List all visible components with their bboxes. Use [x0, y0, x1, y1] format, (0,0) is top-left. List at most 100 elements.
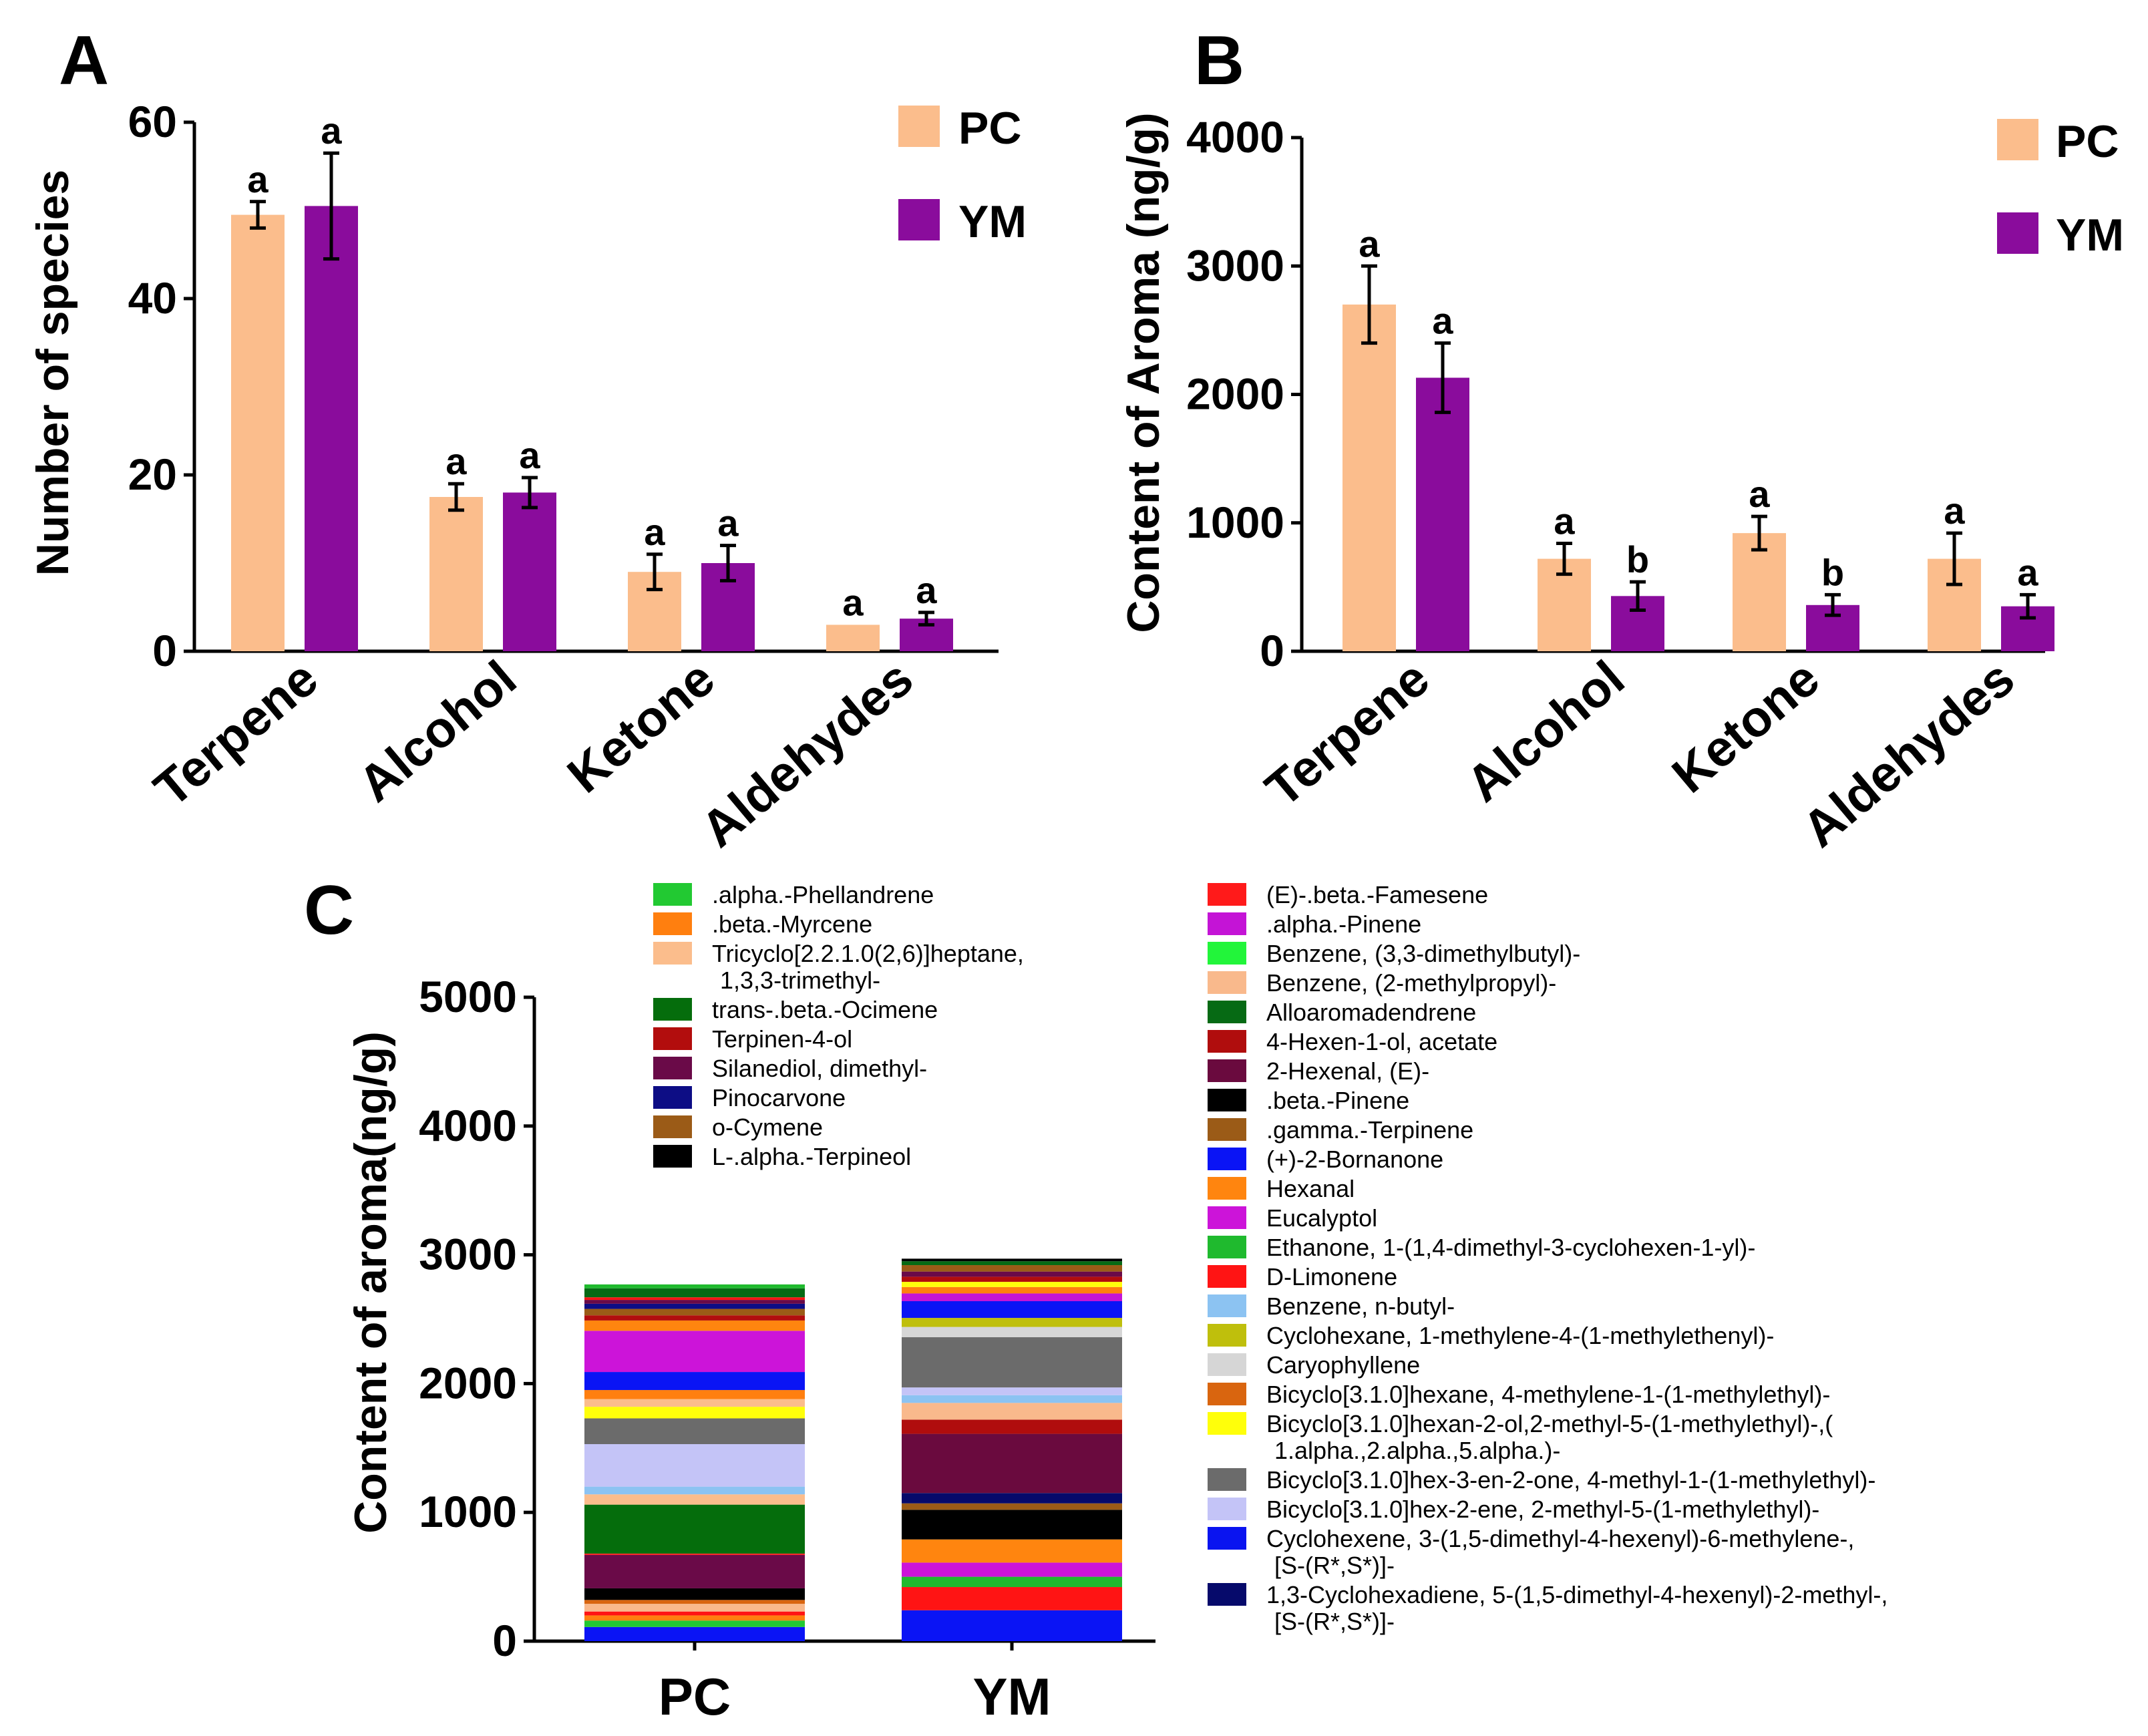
panel-c-legend-swatch	[1208, 1118, 1246, 1141]
panel-c-stack-segment-ym	[902, 1493, 1122, 1504]
panel-c-legend-label: Eucalyptol	[1266, 1204, 1377, 1232]
panel-a-y-tick-label: 40	[128, 273, 177, 323]
panel-c-stack-segment-ym	[902, 1327, 1122, 1337]
panel-b-y-tick-label: 3000	[1186, 240, 1284, 290]
panel-a-y-tick-label: 20	[128, 450, 177, 499]
panel-c-legend-label: Terpinen-4-ol	[712, 1025, 852, 1053]
panel-c-stack-segment-pc	[584, 1600, 805, 1604]
panel-c-stack-segment-ym	[902, 1337, 1122, 1388]
panel-c-legend-swatch	[1208, 1059, 1246, 1082]
panel-a-bar-ym-alcohol	[503, 492, 556, 651]
panel-c-stack-segment-ym	[902, 1261, 1122, 1266]
panel-c-stack-segment-pc	[584, 1620, 805, 1627]
panel-c-stack-segment-pc	[584, 1288, 805, 1298]
panel-c-stack-segment-pc	[584, 1553, 805, 1555]
panel-b-legend-label-ym: YM	[2056, 210, 2124, 261]
panel-c-stack-segment-pc	[584, 1494, 805, 1505]
panel-c-legend-swatch	[1208, 1383, 1246, 1405]
panel-c-legend-label: 2-Hexenal, (E)-	[1266, 1057, 1429, 1085]
panel-c-stack-segment-ym	[902, 1576, 1122, 1588]
panel-c-stack-segment-pc	[584, 1504, 805, 1554]
panel-c-stack-segment-ym	[902, 1301, 1122, 1319]
panel-c-legend-swatch	[653, 1115, 692, 1138]
panel-b-bar-ym-terpene	[1416, 377, 1469, 651]
panel-c-y-tick-label: 0	[492, 1616, 517, 1665]
panel-a-significance-letter: a	[321, 110, 342, 152]
panel-a-legend-swatch-ym	[898, 199, 940, 240]
panel-c-legend-swatch	[1208, 1468, 1246, 1491]
panel-label-b: B	[1194, 22, 1244, 100]
panel-a-bar-ym-terpene	[305, 206, 358, 651]
panel-c-legend-label: .alpha.-Phellandrene	[712, 881, 934, 908]
panel-c-legend-swatch	[1208, 942, 1246, 965]
panel-c-legend-label: Hexanal	[1266, 1175, 1355, 1202]
panel-c-legend-label: Bicyclo[3.1.0]hexan-2-ol,2-methyl-5-(1-m…	[1266, 1410, 1833, 1437]
panel-c-stack-segment-ym	[902, 1258, 1122, 1262]
panel-c-stack-segment-pc	[584, 1615, 805, 1621]
panel-c-stack-segment-ym	[902, 1510, 1122, 1540]
panel-c-stack-segment-ym	[902, 1610, 1122, 1641]
panel-c-legend-swatch	[1208, 912, 1246, 935]
panel-c-stack-segment-ym	[902, 1503, 1122, 1510]
panel-a-legend: PC YM	[898, 103, 1027, 247]
panel-c-legend-label: .gamma.-Terpinene	[1266, 1116, 1473, 1144]
panel-c-legend-swatch	[653, 1027, 692, 1050]
panel-c-stack-segment-ym	[902, 1403, 1122, 1420]
panel-c-stack-segment-ym	[902, 1282, 1122, 1287]
panel-c-stack-segment-pc	[584, 1297, 805, 1300]
panel-b-significance-letter: b	[1821, 551, 1844, 593]
panel-c-y-tick-label: 2000	[419, 1358, 517, 1407]
panel-c-stack-segment-pc	[584, 1315, 805, 1321]
panel-c-legend-label: (+)-2-Bornanone	[1266, 1146, 1443, 1173]
panel-c-stack-segment-ym	[902, 1562, 1122, 1577]
panel-c-stack-segment-ym	[902, 1318, 1122, 1327]
panel-a-bar-pc-aldehydes	[826, 625, 880, 651]
panel-c-legend-swatch	[1208, 1294, 1246, 1317]
panel-c-legend-label: Tricyclo[2.2.1.0(2,6)]heptane,	[712, 940, 1024, 967]
panel-c-stack-segment-pc	[584, 1626, 805, 1641]
panel-a-bar-pc-alcohol	[429, 497, 483, 651]
panel-c-legend-label: .alpha.-Pinene	[1266, 910, 1421, 938]
panel-c-legend-label: Bicyclo[3.1.0]hex-3-en-2-one, 4-methyl-1…	[1266, 1466, 1875, 1494]
panel-c-legend-swatch	[1208, 971, 1246, 994]
panel-b-legend-swatch-pc	[1997, 119, 2038, 160]
panel-b-bar-pc-terpene	[1342, 304, 1396, 651]
panel-c-stack-segment-ym	[902, 1286, 1122, 1294]
panel-c-y-tick-label: 4000	[419, 1101, 517, 1150]
panel-a-significance-letter: a	[445, 440, 467, 482]
panel-b-significance-letter: a	[1554, 500, 1575, 542]
panel-b-significance-letter: a	[1944, 490, 1965, 532]
panel-c-stack-segment-pc	[584, 1611, 805, 1616]
panel-c-legend-swatch	[1208, 1236, 1246, 1258]
panel-c-legend-label: Bicyclo[3.1.0]hexane, 4-methylene-1-(1-m…	[1266, 1381, 1830, 1408]
panel-c-legend-label-cont: 1,3,3-trimethyl-	[720, 967, 880, 994]
panel-c-legend-swatch	[653, 942, 692, 965]
panel-c-stack-segment-pc	[584, 1284, 805, 1288]
panel-c-stack-segment-ym	[902, 1265, 1122, 1272]
panel-c-stack-segment-ym	[902, 1271, 1122, 1277]
panel-c-legend-swatch	[1208, 1527, 1246, 1550]
panel-a-significance-letter: a	[644, 511, 665, 553]
panel-c-stack-segment-ym	[902, 1419, 1122, 1434]
panel-b-x-tick-label: Aldehydes	[1792, 650, 2025, 858]
panel-c-legend-label-cont: [S-(R*,S*)]-	[1274, 1552, 1395, 1579]
panel-c-legend-label: Silanediol, dimethyl-	[712, 1055, 927, 1082]
panel-c-legend-label: Alloaromadendrene	[1266, 999, 1476, 1026]
panel-c-legend: .alpha.-Phellandrene.beta.-MyrceneTricyc…	[653, 881, 1888, 1635]
panel-c-stack-segment-pc	[584, 1372, 805, 1391]
panel-b-chart: Content of Aroma (ng/g) 0 1000 2000 3000 400…	[1118, 112, 2124, 858]
panel-c-y-tick-label: 5000	[419, 972, 517, 1021]
panel-c-legend-swatch	[1208, 1583, 1246, 1606]
panel-b-x-tick-label: Ketone	[1662, 650, 1830, 804]
panel-b-y-tick-label: 4000	[1186, 112, 1284, 162]
panel-c-legend-label: Pinocarvone	[712, 1084, 846, 1111]
panel-label-a: A	[59, 22, 109, 100]
panel-c-legend-label: o-Cymene	[712, 1113, 823, 1141]
panel-c-stack-segment-pc	[584, 1418, 805, 1445]
panel-a-significance-letter: a	[916, 569, 937, 611]
panel-c-stack-segment-ym	[902, 1387, 1122, 1395]
panel-c-stack-segment-pc	[584, 1320, 805, 1331]
panel-b-significance-letter: a	[2017, 551, 2038, 593]
panel-c-legend-label: .beta.-Myrcene	[712, 910, 872, 938]
